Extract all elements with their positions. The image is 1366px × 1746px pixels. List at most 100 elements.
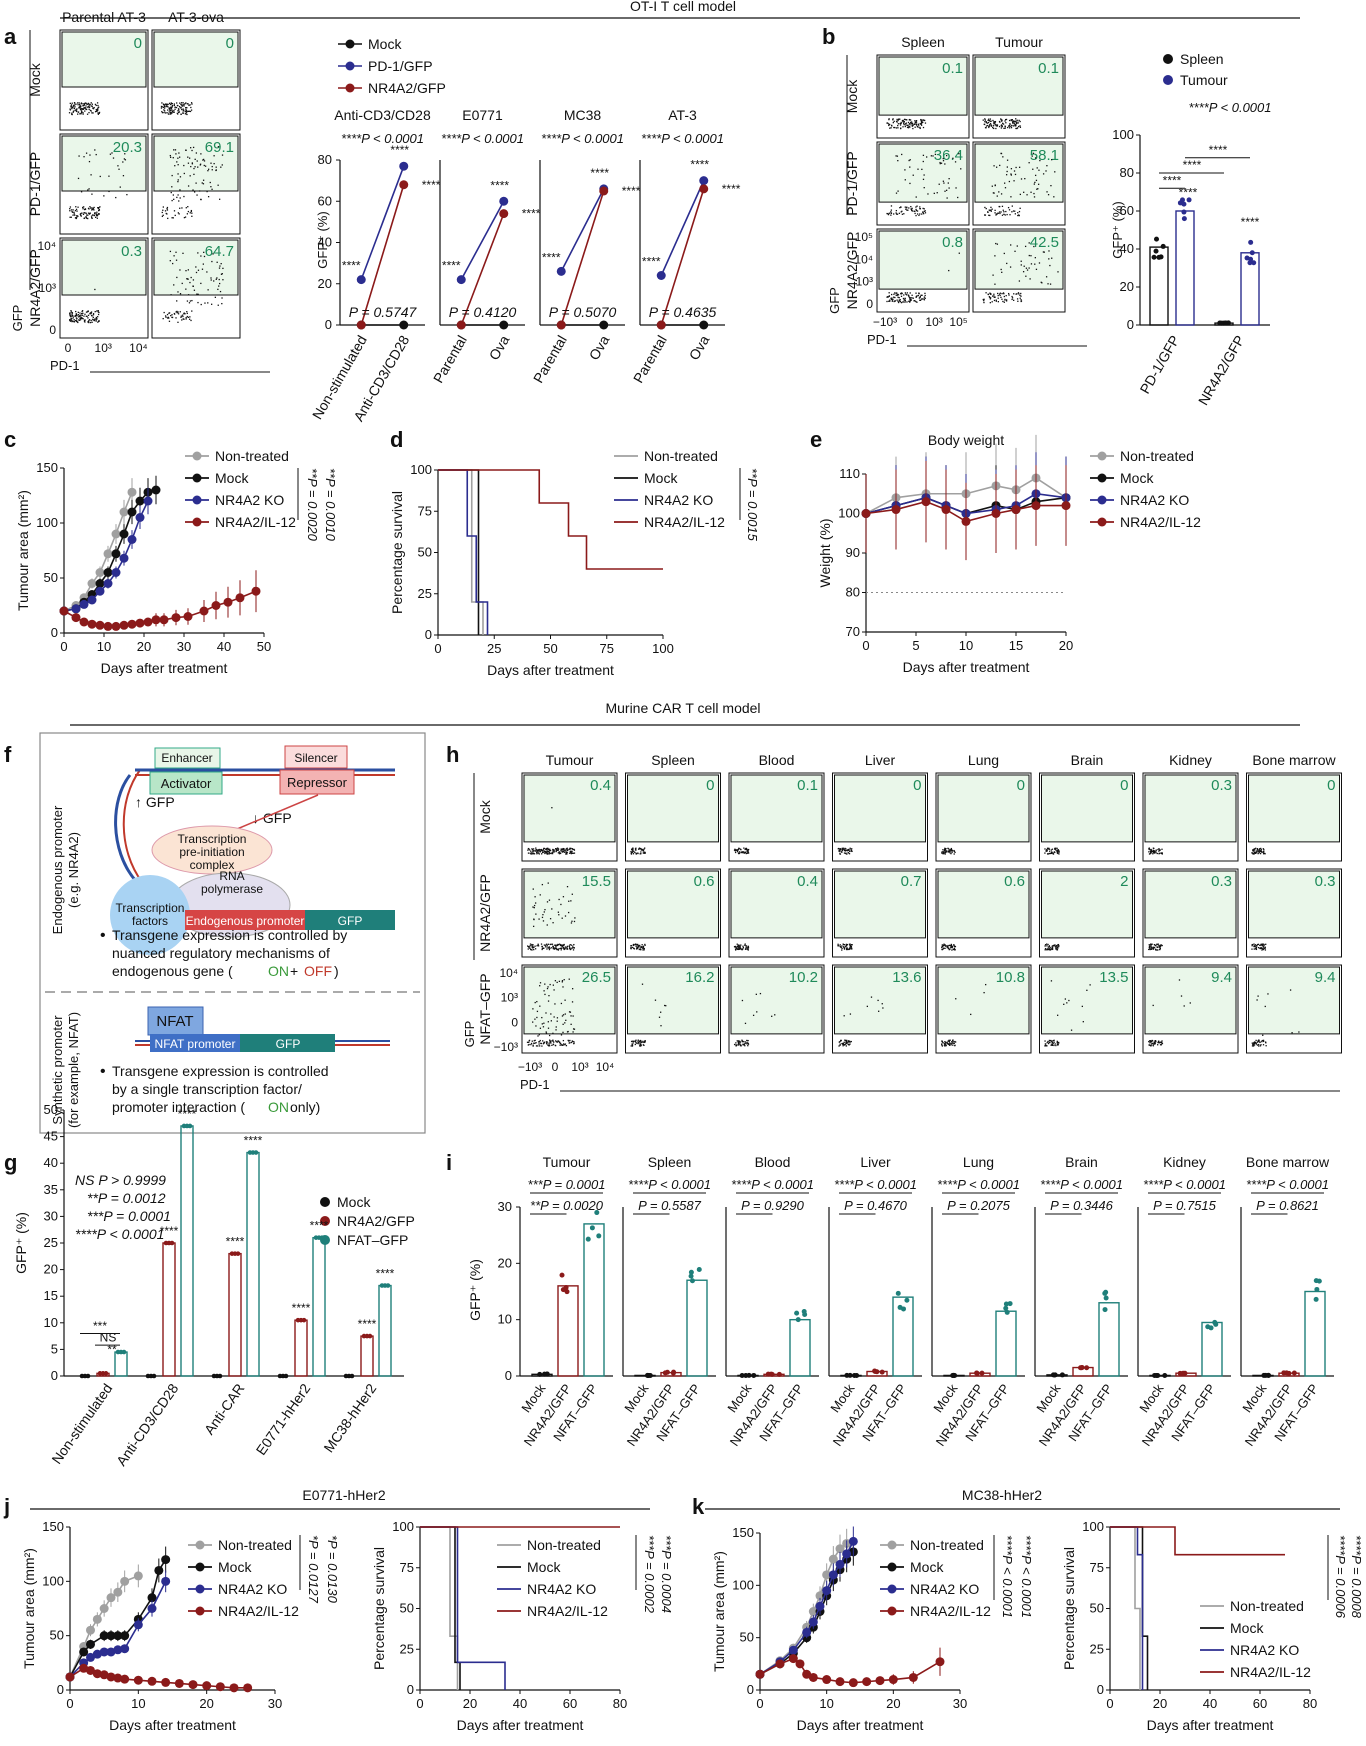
- event-dot: [173, 313, 176, 315]
- event-dot: [1005, 300, 1008, 302]
- event-dot: [951, 849, 953, 851]
- gate-percentage: 0: [1327, 777, 1335, 794]
- event-dot: [919, 299, 922, 301]
- event-dot: [573, 848, 575, 851]
- event-dot: [184, 110, 186, 113]
- panel-letter-f: f: [4, 742, 12, 767]
- a-group-title: Anti-CD3/CD28: [334, 107, 431, 123]
- event-dot: [733, 849, 736, 851]
- event-dot: [900, 121, 902, 124]
- event-dot: [1068, 999, 1070, 1002]
- f-text: only): [290, 1099, 320, 1115]
- event-dot: [74, 319, 77, 322]
- event-dot: [178, 213, 180, 215]
- event-dot: [630, 850, 632, 853]
- event-dot: [640, 853, 642, 855]
- event-dot: [173, 109, 175, 112]
- event-dot: [911, 125, 914, 127]
- data-point: [385, 1283, 391, 1288]
- event-dot: [635, 852, 638, 855]
- event-dot: [634, 944, 636, 946]
- event-dot: [538, 1034, 540, 1036]
- event-dot: [86, 113, 89, 115]
- event-dot: [983, 214, 986, 216]
- event-dot: [1149, 850, 1152, 853]
- event-dot: [98, 208, 100, 211]
- event-dot: [949, 945, 952, 947]
- event-dot: [1050, 851, 1053, 854]
- event-dot: [664, 1004, 666, 1007]
- event-dot: [901, 292, 903, 295]
- event-dot: [840, 1039, 842, 1042]
- event-dot: [947, 1042, 949, 1045]
- gfp-gate: [1144, 966, 1237, 1035]
- event-dot: [744, 848, 746, 851]
- event-dot: [1263, 1040, 1265, 1043]
- event-dot: [850, 945, 852, 948]
- bar: [246, 1151, 260, 1377]
- event-dot: [902, 121, 904, 123]
- event-dot: [899, 118, 901, 120]
- event-dot: [191, 310, 193, 312]
- event-dot: [1057, 944, 1059, 946]
- bar: [1201, 1321, 1223, 1377]
- e-ytick: 80: [846, 585, 860, 600]
- event-dot: [839, 1043, 841, 1045]
- d-xtick: 50: [543, 641, 557, 656]
- event-dot: [217, 184, 219, 186]
- event-dot: [184, 103, 186, 105]
- event-dot: [638, 1042, 640, 1045]
- event-dot: [538, 918, 540, 920]
- event-dot: [910, 121, 912, 124]
- event-dot: [535, 1045, 538, 1047]
- event-dot: [633, 948, 635, 950]
- event-dot: [1151, 948, 1153, 950]
- k-surv-xtick: 20: [1153, 1696, 1167, 1711]
- event-dot: [1265, 1045, 1267, 1047]
- event-dot: [840, 946, 842, 949]
- event-dot: [97, 112, 99, 114]
- h-xlabel: PD-1: [520, 1077, 550, 1092]
- event-dot: [904, 301, 906, 303]
- data-point: [1059, 1372, 1065, 1378]
- event-dot: [72, 214, 74, 216]
- event-dot: [191, 163, 194, 165]
- event-dot: [1253, 1042, 1256, 1045]
- event-dot: [1002, 292, 1005, 294]
- event-dot: [848, 1041, 850, 1043]
- event-dot: [747, 1042, 749, 1044]
- event-dot: [201, 182, 203, 184]
- event-dot: [1264, 949, 1267, 951]
- event-dot: [81, 310, 84, 312]
- event-dot: [177, 108, 180, 110]
- event-dot: [1047, 847, 1049, 849]
- event-dot: [92, 112, 94, 114]
- event-dot: [913, 300, 915, 302]
- event-dot: [1048, 848, 1051, 850]
- event-dot: [1251, 948, 1253, 950]
- event-dot: [95, 316, 98, 319]
- event-dot: [842, 1043, 845, 1046]
- event-dot: [191, 212, 193, 214]
- event-dot: [1056, 946, 1058, 948]
- event-dot: [1262, 948, 1265, 951]
- tf-blob: [110, 875, 190, 955]
- event-dot: [555, 945, 557, 948]
- i-pvalue: P = 0.2075: [947, 1198, 1011, 1213]
- event-dot: [88, 319, 91, 321]
- h-col-label: Spleen: [651, 752, 695, 768]
- event-dot: [572, 947, 574, 949]
- event-dot: [559, 1044, 561, 1046]
- event-dot: [1020, 300, 1023, 302]
- k-surv-xtick: 0: [1106, 1696, 1113, 1711]
- event-dot: [745, 945, 747, 947]
- event-dot: [572, 1028, 575, 1030]
- event-dot: [561, 946, 563, 948]
- event-dot: [561, 850, 563, 853]
- event-dot: [920, 121, 923, 123]
- h-row-label: Mock: [477, 799, 493, 833]
- event-dot: [80, 102, 83, 104]
- legend-label: NR4A2/GFP: [368, 80, 446, 96]
- event-dot: [900, 206, 902, 208]
- event-dot: [551, 807, 553, 809]
